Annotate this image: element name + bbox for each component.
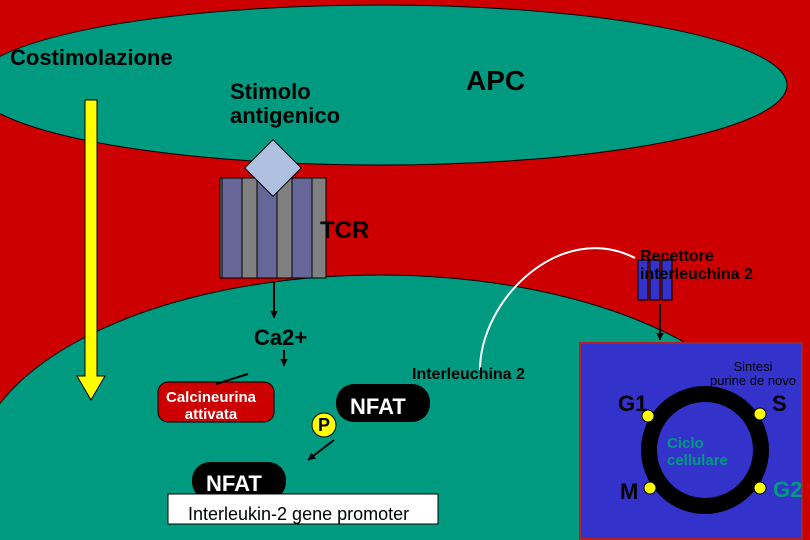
calcineurina-label: Calcineurina attivata: [166, 390, 256, 423]
nfat-2-label: NFAT: [206, 472, 262, 496]
ciclo-cellulare-label: Ciclo cellulare: [667, 436, 728, 469]
costimolazione-label: Costimolazione: [10, 46, 173, 70]
sintesi-purine-label: Sintesi purine de novo: [710, 360, 796, 389]
nfat-1-label: NFAT: [350, 395, 406, 419]
apc-label: APC: [466, 66, 525, 97]
s-label: S: [772, 392, 787, 416]
ca2-label: Ca2+: [254, 326, 307, 350]
phosphate-p-label: P: [318, 416, 330, 436]
m-label: M: [620, 480, 638, 504]
recettore-il2-label: Recettore interleuchina 2: [640, 248, 753, 283]
stimolo-label: Stimolo antigenico: [230, 80, 340, 128]
il2-promoter-label: Interleukin-2 gene promoter: [188, 505, 409, 525]
g2-label: G2: [773, 478, 802, 502]
tcr-label: TCR: [320, 218, 369, 244]
interleuchina2-label: Interleuchina 2: [412, 366, 525, 384]
g1-label: G1: [618, 392, 647, 416]
